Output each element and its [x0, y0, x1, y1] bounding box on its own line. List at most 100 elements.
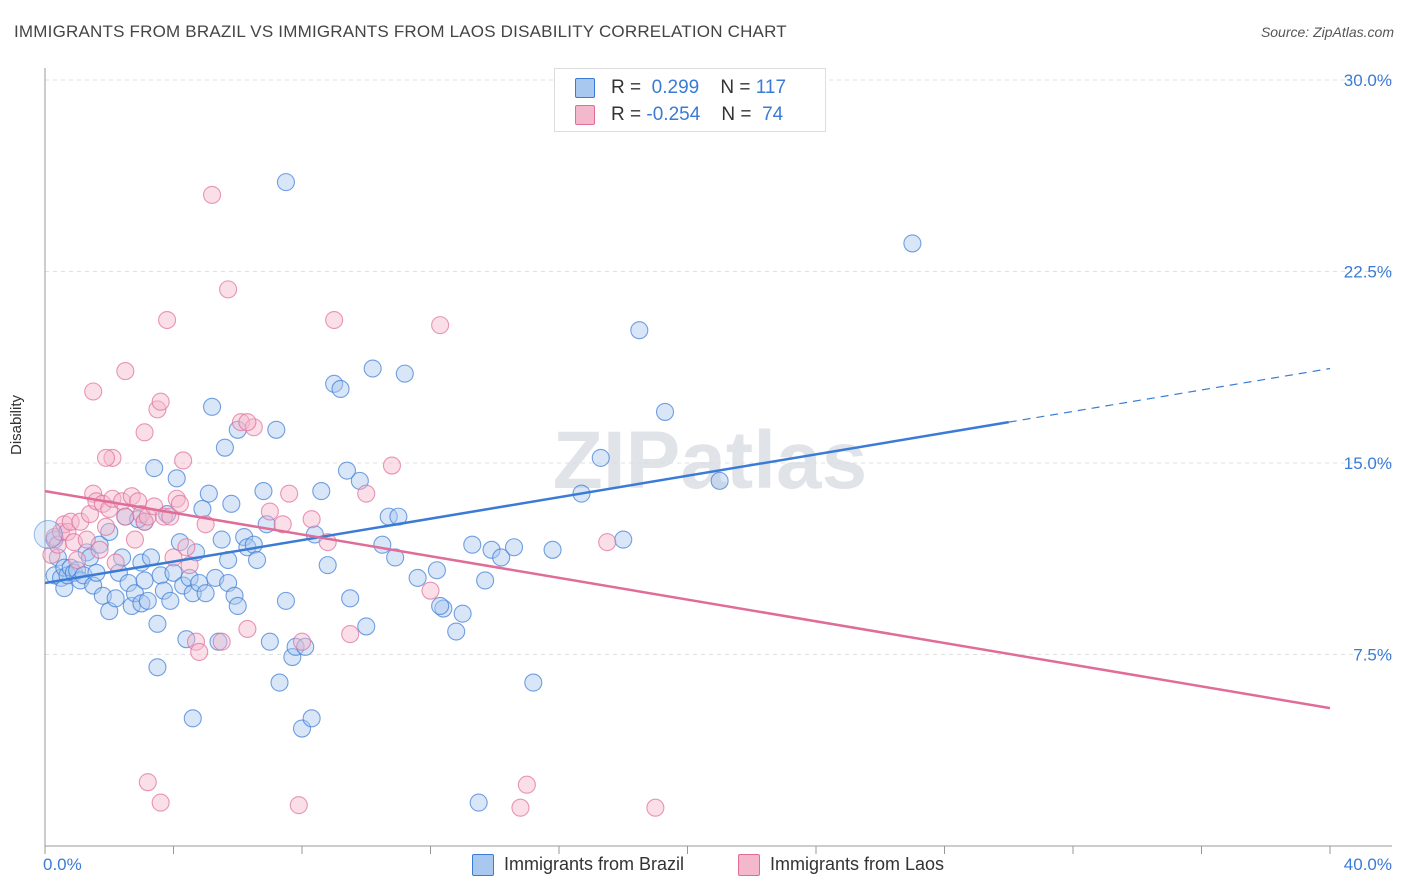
- laos-point: [135, 512, 154, 531]
- brazil-point: [203, 397, 222, 416]
- laos-point: [190, 642, 209, 661]
- laos-point: [289, 796, 308, 815]
- brazil-point: [154, 581, 173, 600]
- brazil-point: [106, 589, 125, 608]
- laos-point: [96, 517, 116, 536]
- brazil-point: [395, 364, 414, 383]
- laos-point: [260, 502, 279, 521]
- brazil-point: [318, 556, 337, 575]
- laos-point: [421, 581, 440, 600]
- brazil-point: [431, 596, 450, 616]
- laos-point: [170, 494, 189, 513]
- source-label: Source: ZipAtlas.com: [1260, 24, 1394, 40]
- grid-layer: [45, 79, 1392, 655]
- brazil-point: [270, 673, 289, 692]
- laos-point: [273, 515, 292, 534]
- brazil-point: [447, 622, 466, 641]
- laos-point: [42, 545, 61, 564]
- trend-layer: [44, 367, 1331, 710]
- brazil-point: [434, 599, 453, 618]
- brazil-point: [254, 482, 273, 501]
- brazil-point: [296, 637, 315, 656]
- brazil-point: [453, 604, 472, 623]
- laos-point: [212, 632, 231, 651]
- brazil-swatch: [575, 78, 595, 98]
- brazil-point: [504, 538, 524, 557]
- brazil-point: [357, 617, 376, 636]
- brazil-point: [312, 482, 331, 501]
- brazil-point: [235, 527, 254, 547]
- brazil-point: [180, 568, 199, 587]
- brazil-point: [614, 530, 633, 549]
- laos-point: [151, 392, 170, 411]
- laos-point: [90, 540, 109, 559]
- brazil-point: [148, 614, 167, 633]
- brazil-point: [164, 563, 183, 582]
- laos-point: [135, 423, 154, 442]
- laos-point: [292, 632, 312, 651]
- legend-text-laos: R = -0.254 N = 74: [611, 104, 784, 125]
- brazil-point: [225, 586, 244, 605]
- laos-point: [138, 773, 157, 792]
- brazil-point: [469, 793, 488, 812]
- laos-point: [219, 280, 238, 299]
- laos-point: [106, 553, 125, 572]
- laos-point: [84, 382, 103, 401]
- laos-point: [341, 625, 360, 644]
- laos-point: [238, 413, 257, 432]
- laos-point: [238, 619, 257, 639]
- laos-point: [186, 632, 206, 651]
- brazil-point: [524, 673, 543, 692]
- watermark: ZIPatlas: [553, 415, 867, 506]
- brazil-point: [222, 494, 241, 513]
- laos-legend-label: Immigrants from Laos: [770, 854, 945, 874]
- laos-legend-swatch: [738, 854, 760, 876]
- laos-point: [151, 793, 170, 812]
- laos-point: [180, 556, 199, 575]
- brazil-point: [408, 568, 427, 587]
- brazil-point: [373, 535, 392, 554]
- brazil-point: [482, 540, 501, 559]
- brazil-point: [167, 469, 186, 488]
- brazil-point: [244, 535, 263, 554]
- laos-point: [357, 484, 376, 503]
- brazil-point: [331, 379, 350, 399]
- y-tick-label: 22.5%: [1344, 263, 1392, 282]
- laos-trend-line: [44, 489, 1331, 710]
- laos-swatch: [575, 105, 595, 125]
- brazil-point: [903, 234, 922, 253]
- brazil-point: [363, 359, 382, 378]
- y-tick-label: 30.0%: [1344, 71, 1392, 90]
- brazil-point: [145, 459, 164, 478]
- brazil-point: [183, 709, 202, 728]
- brazil-point: [212, 530, 231, 549]
- laos-point: [431, 316, 450, 335]
- y-tick-label: 15.0%: [1344, 454, 1392, 473]
- brazil-point: [247, 550, 267, 570]
- laos-point: [302, 510, 321, 529]
- brazil-point: [591, 448, 610, 467]
- x-tick-label-min: 0.0%: [43, 855, 82, 874]
- laos-point: [280, 484, 299, 503]
- laos-point: [71, 512, 90, 531]
- brazil-point: [341, 589, 360, 608]
- laos-point: [646, 798, 665, 817]
- laos-point: [116, 362, 135, 381]
- laos-point: [96, 448, 116, 467]
- laos-point: [511, 798, 530, 817]
- brazil-point: [161, 591, 180, 610]
- laos-point: [103, 448, 122, 467]
- brazil-point: [135, 571, 154, 590]
- x-tick-label-max: 40.0%: [1344, 855, 1392, 874]
- brazil-cluster-point: [33, 519, 63, 549]
- brazil-point: [543, 540, 562, 559]
- brazil-point: [710, 471, 729, 490]
- brazil-point: [228, 596, 247, 616]
- brazil-point: [302, 709, 321, 728]
- laos-point: [77, 530, 96, 549]
- brazil-point: [199, 484, 218, 503]
- brazil-point: [463, 535, 482, 554]
- brazil-point: [260, 632, 279, 651]
- brazil-point: [138, 591, 157, 610]
